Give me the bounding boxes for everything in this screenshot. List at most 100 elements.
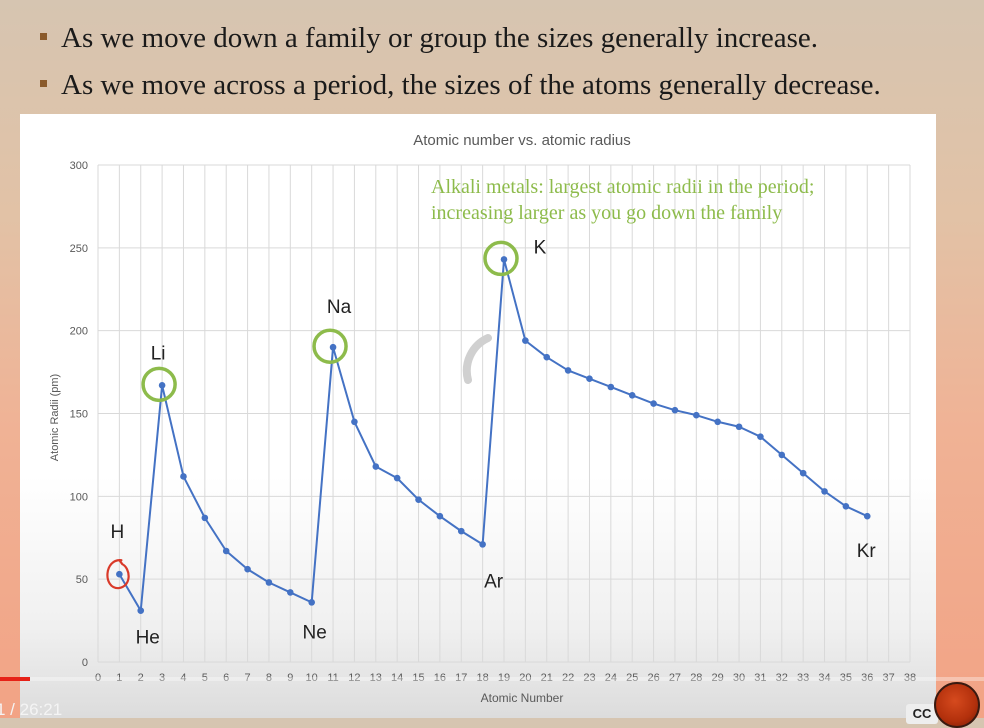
bullet-icon [40,79,47,87]
highlight-scribble [106,559,130,590]
y-tick-label: 50 [76,574,88,586]
data-point [564,367,572,374]
loading-spinner-icon [462,334,492,384]
data-point [757,433,764,440]
x-tick-label: 35 [840,672,852,684]
data-point [201,514,209,522]
element-label-li: Li [151,343,166,364]
data-point [735,423,743,431]
slide-bullets: As we move down a family or group the si… [40,18,980,112]
x-tick-label: 15 [412,672,424,684]
bullet-icon [40,32,47,40]
video-progress-bar[interactable] [0,677,984,681]
data-point [222,547,230,555]
x-tick-label: 25 [626,672,638,684]
data-point [158,382,166,389]
y-tick-label: 150 [70,409,88,421]
data-point [671,406,679,414]
data-point [607,383,615,391]
data-point [137,607,145,614]
data-point [842,502,850,510]
data-point [650,400,657,407]
element-label-k: K [534,237,547,258]
video-time: 1 / 26:21 [0,700,63,719]
data-point [543,353,551,361]
bullet-item: As we move down a family or group the si… [40,18,980,65]
y-axis-label: Atomic Radii (pm) [49,374,61,461]
x-axis-label: Atomic Number [481,691,564,705]
chart-panel: 0 1 2 3 4 5 6 7 8 9 10 11 12 13 14 15 16 17 18 19 20 21 22 23 24… [20,114,936,718]
x-tick-label: 5 [202,672,208,684]
element-label-ar: Ar [484,571,504,592]
data-point [693,411,700,419]
data-point [436,512,444,520]
highlight-circle [483,240,519,277]
x-tick-label: 2 [138,672,144,684]
x-tick-label: 13 [370,672,382,684]
element-label-h: H [111,522,125,543]
data-point [415,496,422,503]
x-tick-label: 18 [477,672,489,684]
x-tick-label: 1 [116,672,122,684]
x-tick-label: 29 [712,672,724,684]
y-tick-label: 200 [70,326,88,338]
data-point [863,512,871,520]
x-tick-label: 14 [391,672,403,684]
x-tick-label: 9 [287,672,293,684]
element-label-he: He [136,628,160,649]
x-tick-label: 16 [434,672,446,684]
data-point [244,565,251,573]
x-tick-label: 10 [306,672,318,684]
data-point [393,474,401,482]
x-tick-label: 6 [223,672,229,684]
series-line [118,258,868,612]
annotation-line: Alkali metals: largest atomic radii in t… [431,176,814,198]
chart-title: Atomic number vs. atomic radius [413,132,631,149]
bullet-item: As we move across a period, the sizes of… [40,65,980,112]
x-tick-label: 21 [541,672,553,684]
x-tick-label: 19 [498,672,510,684]
annotation-line: increasing larger as you go down the fam… [431,202,782,224]
channel-avatar-icon[interactable] [934,682,980,728]
x-tick-label: 26 [647,672,659,684]
element-label-na: Na [327,297,352,318]
x-tick-label: 34 [818,672,830,684]
data-point [799,469,807,477]
x-tick-label: 27 [669,672,681,684]
data-point [287,589,294,596]
x-tick-label: 38 [904,672,916,684]
x-tick-label: 28 [690,672,702,684]
data-point [778,451,786,459]
data-point [265,579,273,586]
highlight-circle [141,366,177,403]
x-tick-label: 0 [95,672,101,684]
x-tick-label: 4 [180,672,186,684]
data-point [628,391,636,399]
data-point [586,375,593,383]
data-point [479,541,486,548]
data-point [522,337,529,344]
element-label-kr: Kr [857,541,877,562]
x-tick-label: 24 [605,672,617,684]
data-point [116,570,123,578]
highlight-circle [312,328,348,364]
y-tick-label: 0 [82,657,88,669]
x-tick-label: 36 [861,672,873,684]
x-tick-label: 30 [733,672,745,684]
x-tick-label: 17 [455,672,467,684]
data-point [714,418,721,426]
x-tick-label: 22 [562,672,574,684]
data-point [821,488,828,495]
x-tick-label: 3 [159,672,165,684]
data-point [180,473,187,480]
y-tick-label: 300 [70,160,88,172]
x-tick-label: 33 [797,672,809,684]
x-tick-label: 20 [519,672,531,684]
data-point [329,343,337,351]
atomic-radius-chart: 0 1 2 3 4 5 6 7 8 9 10 11 12 13 14 15 16 17 18 19 20 21 22 23 24… [49,132,916,705]
x-tick-label: 23 [583,672,595,684]
bullet-text: As we move across a period, the sizes of… [61,69,881,101]
x-tick-label: 32 [776,672,788,684]
data-point [351,418,358,426]
y-tick-label: 100 [70,491,88,503]
